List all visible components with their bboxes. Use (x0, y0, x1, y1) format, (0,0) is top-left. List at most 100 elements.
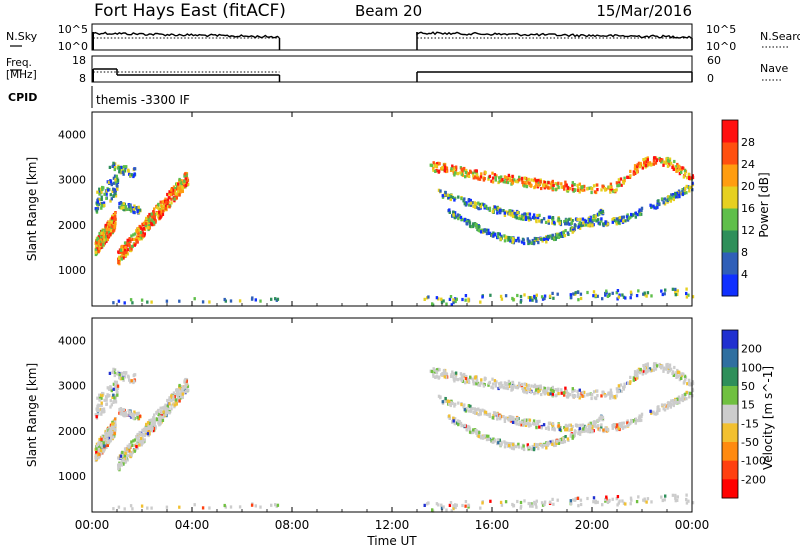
power-cell (459, 171, 462, 175)
power-cell (140, 298, 144, 302)
velocity-cell (223, 503, 226, 508)
velocity-cell (460, 378, 463, 382)
power-cell (691, 181, 694, 185)
velocity-cell (467, 505, 470, 509)
power-cell (443, 169, 446, 173)
velocity-cell (577, 392, 580, 397)
power-cell (95, 244, 98, 248)
power-cell (618, 216, 621, 220)
power-cell (635, 294, 639, 298)
velocity-cell (445, 375, 448, 380)
velocity-cell (630, 498, 633, 502)
power-cell (505, 175, 508, 180)
power-cell (602, 222, 605, 226)
power-cell (444, 167, 447, 171)
velocity-cell (624, 502, 627, 506)
power-cell (617, 178, 621, 182)
power-cell (502, 209, 505, 213)
power-cell (564, 222, 567, 226)
velocity-cell (427, 501, 430, 505)
power-cell (478, 229, 482, 233)
power-cell (151, 215, 154, 219)
power-cell (509, 178, 513, 183)
power-cell (594, 214, 597, 218)
velocity-cell (483, 412, 486, 416)
power-cell (465, 168, 468, 173)
power-cell (678, 195, 681, 199)
velocity-cell (148, 432, 151, 436)
power-cell (138, 237, 141, 241)
power-cell (449, 195, 453, 199)
velocity-cell (513, 384, 516, 388)
power-cell (611, 220, 614, 224)
velocity-cell (530, 502, 533, 506)
velocity-cell (500, 503, 504, 507)
power-cell (563, 220, 566, 224)
power-cell (152, 220, 156, 225)
power-cell (508, 237, 511, 242)
velocity-cell (177, 392, 180, 396)
power-cell (432, 168, 435, 172)
power-cell (617, 295, 620, 299)
power-yticks: 1000 2000 3000 4000 (58, 129, 86, 277)
velocity-cell (102, 441, 105, 445)
power-cell (111, 189, 114, 193)
velocity-cell (609, 394, 612, 398)
power-cell (573, 223, 577, 227)
velocity-cell (626, 419, 629, 423)
velocity-cell (657, 405, 660, 409)
power-cell (545, 240, 548, 244)
velocity-cell (497, 438, 500, 442)
velocity-cell (130, 453, 133, 457)
velocity-cell (578, 427, 581, 431)
power-cell (469, 201, 473, 205)
power-cell (589, 215, 592, 219)
velocity-cell (674, 373, 677, 377)
velocity-cell (250, 503, 254, 507)
velocity-cell (505, 386, 508, 390)
power-cell (540, 186, 543, 191)
power-colorbar-tick: 16 (741, 202, 755, 215)
velocity-cell (503, 445, 507, 449)
power-cell (99, 201, 102, 206)
velocity-cell (511, 420, 515, 424)
power-cell (675, 195, 678, 199)
power-cell (105, 189, 108, 193)
power-cell (472, 176, 475, 180)
velocity-cell (468, 427, 472, 431)
power-cell (456, 171, 459, 176)
power-cell (146, 226, 150, 230)
velocity-cell (643, 367, 646, 371)
power-cell (478, 225, 481, 229)
power-cell (146, 215, 150, 219)
velocity-cell (164, 403, 167, 407)
velocity-cell (516, 499, 519, 504)
velocity-cell (451, 370, 454, 374)
velocity-cell (136, 432, 140, 437)
velocity-cell (525, 391, 529, 395)
freq-right-tick-bottom: 0 (707, 72, 714, 85)
xtick-0000: 00:00 (75, 518, 110, 532)
power-cell (506, 238, 510, 242)
power-cell (499, 294, 503, 298)
power-cell (536, 213, 539, 218)
power-cell (540, 220, 543, 224)
velocity-cell (552, 389, 555, 393)
velocity-cell (583, 390, 586, 394)
power-cell (454, 168, 458, 172)
power-cell (103, 192, 106, 196)
velocity-cell (605, 495, 608, 499)
power-cell (482, 178, 486, 182)
power-cell (529, 184, 533, 188)
velocity-cell (159, 406, 162, 410)
power-cell (161, 212, 165, 216)
power-cell (685, 291, 688, 296)
power-cell (579, 292, 583, 296)
velocity-cell (535, 505, 538, 509)
power-cell (584, 223, 588, 227)
power-cell (529, 296, 532, 300)
velocity-cell (155, 418, 159, 422)
velocity-cell (559, 425, 562, 430)
power-cell (530, 178, 533, 182)
velocity-cell (161, 418, 165, 422)
